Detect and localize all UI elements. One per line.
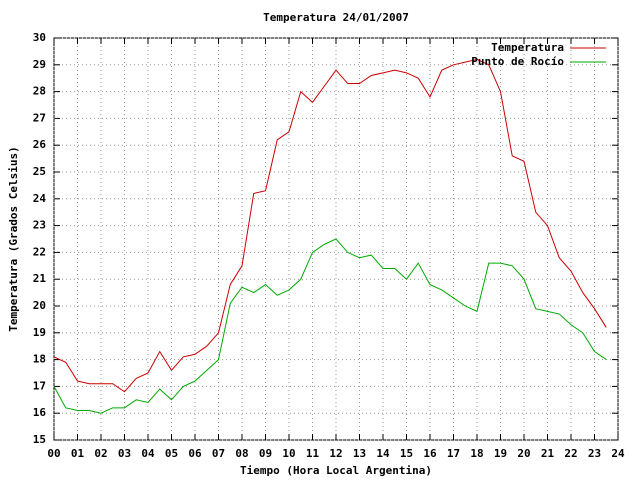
y-tick-label: 22 <box>33 245 46 258</box>
x-tick-label: 12 <box>329 447 342 460</box>
x-tick-label: 09 <box>259 447 272 460</box>
x-tick-label: 23 <box>588 447 601 460</box>
y-tick-label: 19 <box>33 326 46 339</box>
x-tick-label: 24 <box>611 447 625 460</box>
x-tick-label: 00 <box>47 447 60 460</box>
y-tick-label: 23 <box>33 219 46 232</box>
x-tick-label: 02 <box>94 447 107 460</box>
y-tick-label: 20 <box>33 299 46 312</box>
x-tick-label: 17 <box>447 447 460 460</box>
series-line <box>53 238 607 414</box>
y-tick-label: 18 <box>33 353 46 366</box>
chart-title: Temperatura 24/01/2007 <box>263 11 409 24</box>
x-tick-label: 19 <box>494 447 507 460</box>
x-tick-label: 03 <box>118 447 131 460</box>
series-line <box>53 58 607 393</box>
x-tick-label: 13 <box>353 447 366 460</box>
y-tick-label: 21 <box>33 272 47 285</box>
x-tick-label: 11 <box>306 447 320 460</box>
x-tick-label: 04 <box>141 447 155 460</box>
x-tick-label: 18 <box>470 447 483 460</box>
x-tick-label: 22 <box>564 447 577 460</box>
x-tick-label: 05 <box>165 447 178 460</box>
x-tick-label: 06 <box>188 447 202 460</box>
legend-label: Punto de Rocío <box>471 55 564 68</box>
y-tick-label: 30 <box>33 31 46 44</box>
x-tick-label: 21 <box>541 447 555 460</box>
x-tick-label: 08 <box>235 447 248 460</box>
y-tick-label: 25 <box>33 165 46 178</box>
y-tick-label: 24 <box>33 192 47 205</box>
x-tick-label: 15 <box>400 447 413 460</box>
x-tick-label: 07 <box>212 447 225 460</box>
x-tick-label: 10 <box>282 447 295 460</box>
x-tick-label: 14 <box>376 447 390 460</box>
y-tick-label: 17 <box>33 379 46 392</box>
y-axis-label: Temperatura (Grados Celsius) <box>7 146 20 331</box>
y-tick-label: 16 <box>33 406 47 419</box>
x-tick-label: 01 <box>71 447 85 460</box>
x-axis-label: Tiempo (Hora Local Argentina) <box>240 464 432 477</box>
y-tick-label: 29 <box>33 58 46 71</box>
y-tick-label: 28 <box>33 85 46 98</box>
y-tick-label: 15 <box>33 433 46 446</box>
y-tick-label: 27 <box>33 111 46 124</box>
legend-label: Temperatura <box>491 41 564 54</box>
y-tick-label: 26 <box>33 138 47 151</box>
x-tick-label: 16 <box>423 447 437 460</box>
x-tick-label: 20 <box>517 447 530 460</box>
